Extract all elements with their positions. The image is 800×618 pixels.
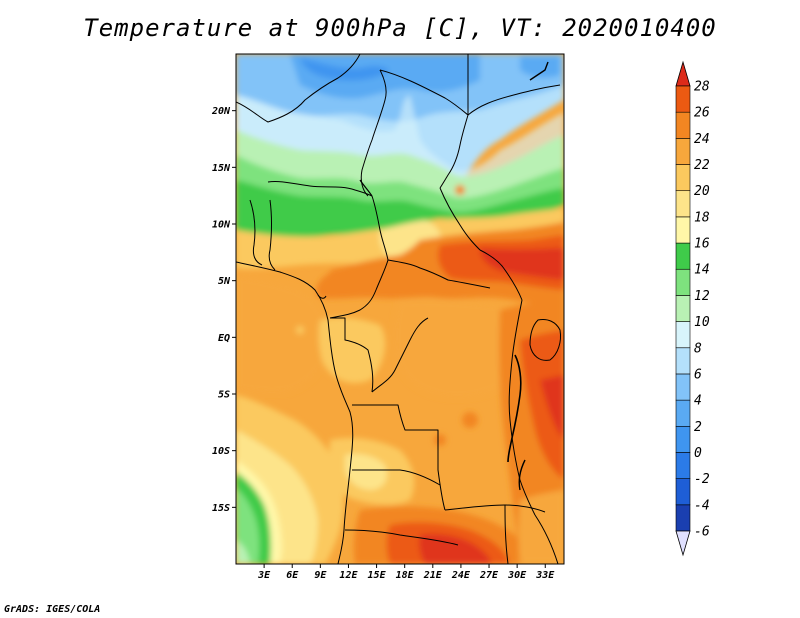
colorbar-label: -2 bbox=[694, 472, 710, 487]
colorbar-bin bbox=[675, 452, 691, 479]
colorbar-bin bbox=[675, 111, 691, 139]
temperature-field bbox=[236, 54, 564, 564]
colorbar-label: -6 bbox=[694, 525, 710, 540]
x-tick-label: 21E bbox=[423, 570, 443, 581]
y-tick-label: 15N bbox=[212, 163, 231, 174]
y-tick-label: 10N bbox=[212, 220, 231, 231]
colorbar-label: 0 bbox=[694, 446, 702, 461]
colorbar-bin bbox=[675, 295, 691, 322]
x-tick-label: 33E bbox=[535, 570, 555, 581]
colorbar-bin bbox=[675, 321, 691, 349]
x-tick-label: 15E bbox=[368, 570, 387, 581]
colorbar-bin bbox=[675, 478, 691, 506]
y-tick-label: 5S bbox=[218, 390, 230, 401]
colorbar-label: 6 bbox=[694, 367, 702, 382]
colorbar-bin bbox=[675, 164, 691, 192]
x-tick-label: 30E bbox=[507, 570, 527, 581]
colorbar-bin bbox=[675, 373, 691, 401]
colorbar-label: 16 bbox=[694, 237, 710, 252]
colorbar-bin bbox=[675, 268, 691, 296]
y-tick-label: 15S bbox=[212, 503, 230, 514]
y-tick-label: 5N bbox=[218, 276, 231, 287]
colorbar-bin bbox=[675, 399, 691, 427]
colorbar-bin bbox=[675, 190, 691, 218]
map-axes: 20N 15N 10N 5N EQ 5S 10S 15S 3E 6E 9E 12E 15E 18E 21E 2… bbox=[211, 106, 555, 581]
x-tick-label: 12E bbox=[339, 570, 358, 581]
map-title: Temperature at 900hPa [C], VT: 202001040… bbox=[83, 14, 717, 42]
x-tick-label: 27E bbox=[479, 570, 499, 581]
colorbar-bin bbox=[675, 85, 691, 113]
colorbar-label: 14 bbox=[694, 263, 710, 278]
colorbar-bin bbox=[675, 504, 691, 532]
colorbar-label: 20 bbox=[694, 184, 710, 199]
country-borders bbox=[236, 54, 561, 564]
colorbar-bin bbox=[675, 347, 691, 375]
colorbar-label: 4 bbox=[694, 394, 702, 409]
colorbar-label: -4 bbox=[694, 498, 710, 513]
colorbar-label: 8 bbox=[694, 341, 702, 356]
colorbar-label: 2 bbox=[694, 420, 702, 435]
x-tick-label: 3E bbox=[257, 570, 271, 581]
colorbar-label: 26 bbox=[694, 106, 710, 121]
grads-credit: GrADS: IGES/COLA bbox=[4, 604, 101, 615]
colorbar-bin bbox=[675, 216, 691, 244]
colorbar-over-arrow bbox=[675, 60, 691, 87]
colorbar-label: 10 bbox=[694, 315, 710, 330]
y-tick-label: 10S bbox=[212, 446, 230, 457]
map-frame bbox=[235, 53, 565, 565]
colorbar-bin bbox=[675, 242, 691, 270]
x-tick-label: 24E bbox=[451, 570, 471, 581]
x-tick-label: 9E bbox=[314, 570, 327, 581]
colorbar-label: 12 bbox=[694, 289, 710, 304]
x-tick-label: 6E bbox=[286, 570, 299, 581]
colorbar-bin bbox=[675, 138, 691, 165]
x-tick-label: 18E bbox=[396, 570, 415, 581]
colorbar-label: 22 bbox=[694, 158, 710, 173]
colorbar-label: 24 bbox=[694, 132, 710, 147]
colorbar-bin bbox=[675, 425, 691, 453]
y-tick-label: 20N bbox=[211, 106, 231, 117]
y-tick-label: EQ bbox=[218, 333, 230, 344]
colorbar-label: 28 bbox=[694, 80, 710, 95]
colorbar-under-arrow bbox=[675, 530, 691, 557]
colorbar-label: 18 bbox=[694, 210, 710, 225]
